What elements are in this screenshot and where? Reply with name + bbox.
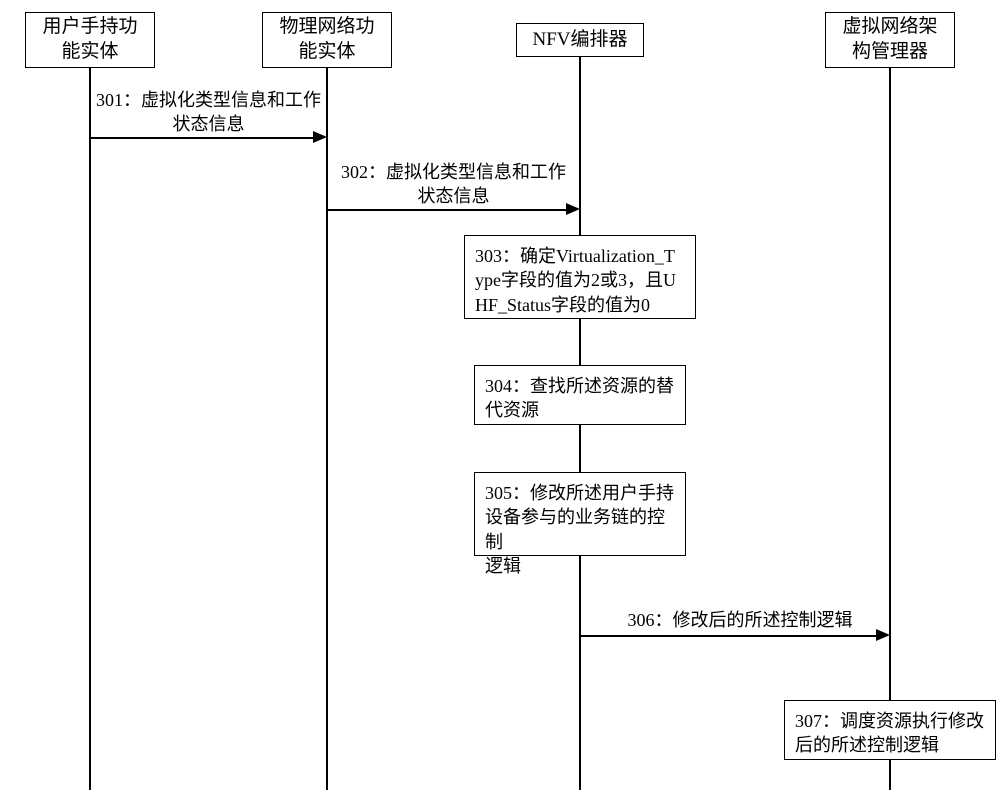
message-301-arrow [90, 137, 314, 139]
message-306-label: 306：修改后的所述控制逻辑 [610, 608, 870, 632]
participant-label: 虚拟网络架构管理器 [842, 15, 937, 64]
message-301-arrowhead [313, 131, 327, 143]
message-302-arrowhead [566, 203, 580, 215]
message-306-arrow [580, 635, 877, 637]
message-302-label: 302：虚拟化类型信息和工作状态信息 [327, 160, 580, 209]
participant-label: NFV编排器 [532, 28, 627, 53]
lifeline-p4 [889, 68, 891, 790]
participant-virtual-manager: 虚拟网络架构管理器 [825, 12, 955, 68]
lifeline-p1 [89, 68, 91, 790]
message-301-label: 301：虚拟化类型信息和工作状态信息 [90, 88, 327, 137]
process-303: 303：确定Virtualization_Type字段的值为2或3，且UHF_S… [464, 235, 696, 319]
process-307: 307：调度资源执行修改后的所述控制逻辑 [784, 700, 996, 760]
process-305: 305：修改所述用户手持设备参与的业务链的控制逻辑 [474, 472, 686, 556]
participant-user-handheld: 用户手持功能实体 [25, 12, 155, 68]
participant-physical-network: 物理网络功能实体 [262, 12, 392, 68]
message-302-arrow [327, 209, 567, 211]
participant-label: 用户手持功能实体 [42, 15, 137, 64]
participant-nfv-orchestrator: NFV编排器 [516, 23, 644, 57]
participant-label: 物理网络功能实体 [279, 15, 374, 64]
message-306-arrowhead [876, 629, 890, 641]
process-304: 304：查找所述资源的替代资源 [474, 365, 686, 425]
